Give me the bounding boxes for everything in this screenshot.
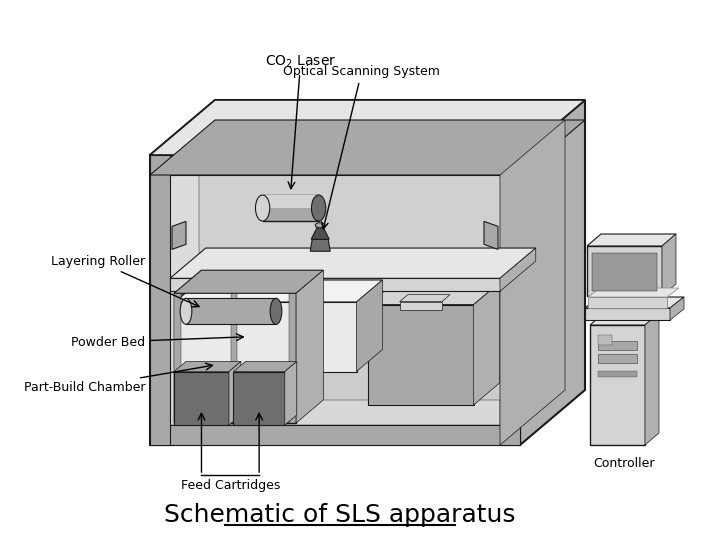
Bar (231, 293, 238, 423)
Polygon shape (311, 225, 329, 239)
Bar (598, 354, 637, 363)
Bar (598, 335, 612, 345)
Polygon shape (150, 100, 585, 155)
Polygon shape (199, 267, 529, 400)
Polygon shape (368, 305, 474, 405)
Text: Powder Bed: Powder Bed (71, 334, 243, 349)
Polygon shape (590, 313, 659, 325)
Ellipse shape (180, 298, 192, 325)
Polygon shape (170, 248, 536, 278)
Text: Layering Roller: Layering Roller (51, 255, 199, 307)
Polygon shape (174, 361, 241, 372)
Bar (592, 253, 657, 291)
Polygon shape (285, 361, 297, 425)
Polygon shape (588, 288, 679, 297)
Polygon shape (500, 248, 536, 291)
Polygon shape (520, 100, 585, 445)
Polygon shape (174, 372, 229, 425)
Bar (170, 175, 500, 278)
Ellipse shape (270, 298, 282, 325)
Bar (150, 155, 520, 175)
Polygon shape (150, 100, 585, 155)
Text: Schematic of SLS apparatus: Schematic of SLS apparatus (164, 503, 516, 527)
Polygon shape (645, 313, 659, 445)
Polygon shape (368, 282, 500, 305)
Polygon shape (662, 234, 676, 296)
Bar (289, 293, 296, 423)
Bar (588, 297, 667, 308)
Bar (585, 308, 670, 320)
Polygon shape (400, 295, 450, 302)
Polygon shape (172, 221, 186, 249)
Polygon shape (500, 120, 565, 445)
Polygon shape (356, 280, 382, 372)
Bar (150, 155, 170, 445)
Bar (170, 278, 500, 291)
Polygon shape (233, 361, 297, 372)
Bar (175, 302, 356, 372)
Text: Part-Build Chamber: Part-Build Chamber (24, 363, 212, 394)
Bar (174, 293, 181, 423)
Polygon shape (585, 297, 684, 308)
Polygon shape (474, 282, 500, 405)
Polygon shape (484, 221, 498, 249)
Bar (598, 371, 637, 377)
Polygon shape (233, 372, 285, 425)
Text: Optical Scanning System: Optical Scanning System (284, 65, 440, 229)
Polygon shape (175, 280, 382, 302)
Text: CO$_2$ Laser: CO$_2$ Laser (265, 53, 336, 189)
Bar (263, 195, 319, 221)
Polygon shape (174, 293, 296, 423)
Text: Controller: Controller (593, 457, 654, 470)
Bar (150, 425, 520, 445)
Bar (587, 246, 662, 296)
Bar (598, 341, 637, 350)
Bar (170, 291, 500, 425)
Bar (400, 302, 442, 309)
Polygon shape (199, 150, 529, 254)
Polygon shape (196, 153, 526, 403)
Text: Feed Cartridges: Feed Cartridges (181, 479, 280, 492)
Ellipse shape (256, 195, 270, 221)
Polygon shape (174, 270, 323, 293)
Bar (263, 195, 319, 208)
Polygon shape (670, 297, 684, 320)
Polygon shape (310, 239, 330, 251)
Polygon shape (150, 120, 585, 175)
Polygon shape (296, 270, 323, 423)
Polygon shape (150, 155, 520, 445)
Bar (186, 298, 276, 325)
Bar (500, 155, 520, 445)
Ellipse shape (315, 222, 325, 228)
Polygon shape (587, 234, 676, 246)
Bar (590, 325, 645, 445)
Ellipse shape (312, 195, 325, 221)
Polygon shape (229, 361, 241, 425)
